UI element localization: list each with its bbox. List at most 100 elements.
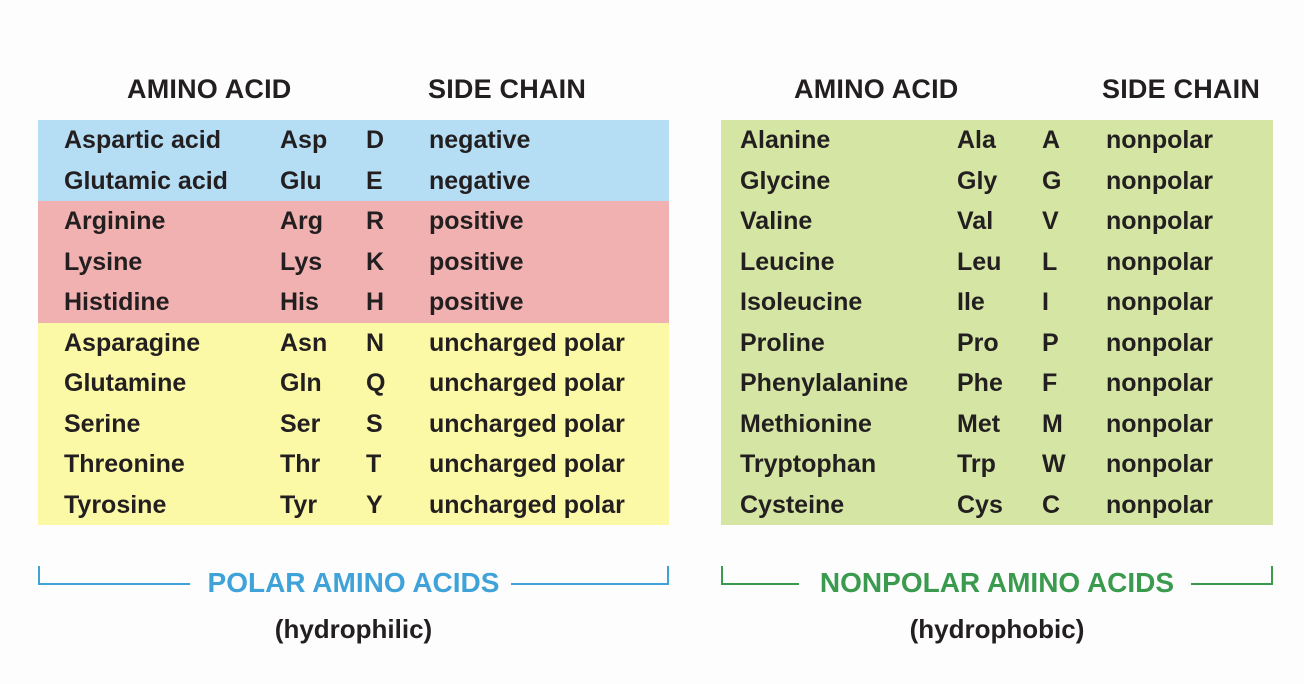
- side-chain-type: nonpolar: [1106, 369, 1213, 397]
- nonpolar-bracket-right-line: [1191, 583, 1273, 585]
- amino-acid-name: Leucine: [740, 247, 835, 276]
- three-letter-code: Pro: [957, 328, 999, 357]
- three-letter-code: Glu: [280, 166, 322, 195]
- three-letter-code: Trp: [957, 450, 996, 478]
- side-chain-type: uncharged polar: [429, 450, 625, 478]
- amino-acid-name: Valine: [740, 207, 813, 235]
- one-letter-code: K: [366, 247, 385, 276]
- three-letter-code: His: [280, 288, 319, 316]
- nonpolar-group-label: NONPOLAR AMINO ACIDS: [819, 567, 1175, 598]
- one-letter-code: H: [366, 288, 385, 316]
- side-chain-type: nonpolar: [1106, 450, 1213, 478]
- side-chain-type: nonpolar: [1106, 288, 1213, 316]
- amino-acid-name: Lysine: [64, 247, 143, 276]
- amino-acid-name: Methionine: [740, 409, 872, 438]
- side-chain-type: uncharged polar: [429, 328, 625, 357]
- side-chain-type: uncharged polar: [429, 369, 625, 397]
- one-letter-code: M: [1042, 409, 1063, 438]
- one-letter-code: E: [366, 166, 383, 195]
- one-letter-code: Q: [366, 369, 386, 397]
- one-letter-code: N: [366, 328, 385, 357]
- side-chain-type: nonpolar: [1106, 328, 1213, 357]
- polar-amino-acid-header: AMINO ACID: [127, 74, 292, 104]
- three-letter-code: Arg: [280, 207, 324, 235]
- side-chain-type: nonpolar: [1106, 247, 1213, 276]
- polar-bracket-right-tick: [667, 566, 669, 584]
- one-letter-code: V: [1042, 207, 1059, 235]
- amino-acid-name: Serine: [64, 409, 141, 438]
- nonpolar-bracket-right-tick: [1271, 566, 1273, 584]
- polar-group-label: POLAR AMINO ACIDS: [207, 567, 500, 598]
- amino-acid-name: Glutamine: [64, 369, 187, 397]
- amino-acid-name: Asparagine: [64, 328, 201, 357]
- one-letter-code: F: [1042, 369, 1058, 397]
- one-letter-code: G: [1042, 166, 1062, 195]
- three-letter-code: Val: [957, 207, 994, 235]
- one-letter-code: R: [366, 207, 385, 235]
- side-chain-type: uncharged polar: [429, 409, 625, 438]
- three-letter-code: Asn: [280, 328, 328, 357]
- three-letter-code: Thr: [280, 450, 321, 478]
- amino-acid-name: Phenylalanine: [740, 369, 909, 397]
- one-letter-code: S: [366, 409, 383, 438]
- one-letter-code: T: [366, 450, 382, 478]
- polar-bracket-left-line: [38, 583, 190, 585]
- side-chain-type: nonpolar: [1106, 166, 1213, 195]
- nonpolar-group-sub: (hydrophobic): [909, 614, 1085, 644]
- amino-acid-name: Aspartic acid: [64, 126, 222, 154]
- one-letter-code: D: [366, 126, 385, 154]
- three-letter-code: Ser: [280, 409, 321, 438]
- nonpolar-bracket-left-line: [721, 583, 799, 585]
- amino-acid-name: Isoleucine: [740, 288, 863, 316]
- three-letter-code: Gln: [280, 369, 322, 397]
- one-letter-code: I: [1042, 288, 1049, 316]
- side-chain-type: nonpolar: [1106, 207, 1213, 235]
- amino-acid-name: Threonine: [64, 450, 185, 478]
- three-letter-code: Cys: [957, 490, 1003, 519]
- nonpolar-bracket: [721, 566, 1273, 588]
- polar-group-sub: (hydrophilic): [274, 614, 433, 644]
- amino-acid-name: Histidine: [64, 288, 170, 316]
- side-chain-type: negative: [429, 126, 531, 154]
- amino-acid-name: Glycine: [740, 166, 831, 195]
- one-letter-code: P: [1042, 328, 1059, 357]
- side-chain-type: nonpolar: [1106, 126, 1213, 154]
- one-letter-code: L: [1042, 247, 1058, 276]
- nonpolar-amino-acid-header: AMINO ACID: [794, 74, 959, 104]
- amino-acid-name: Cysteine: [740, 490, 845, 519]
- side-chain-type: negative: [429, 166, 531, 195]
- one-letter-code: Y: [366, 490, 383, 519]
- side-chain-type: positive: [429, 247, 524, 276]
- side-chain-type: nonpolar: [1106, 409, 1213, 438]
- one-letter-code: C: [1042, 490, 1061, 519]
- three-letter-code: Ile: [957, 288, 985, 316]
- three-letter-code: Tyr: [280, 490, 318, 519]
- side-chain-type: nonpolar: [1106, 490, 1213, 519]
- amino-acid-name: Glutamic acid: [64, 166, 228, 195]
- amino-acid-name: Proline: [740, 328, 825, 357]
- three-letter-code: Met: [957, 409, 1001, 438]
- nonpolar-bracket-left-tick: [721, 566, 723, 584]
- three-letter-code: Lys: [280, 247, 323, 276]
- three-letter-code: Gly: [957, 166, 998, 195]
- three-letter-code: Ala: [957, 126, 996, 154]
